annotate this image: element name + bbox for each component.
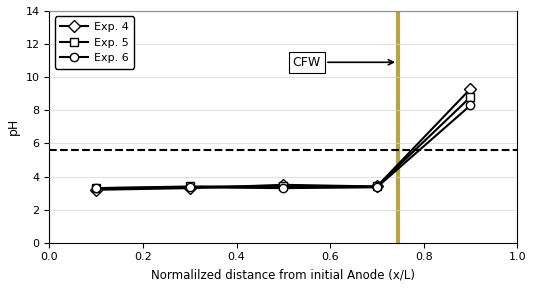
Line: Exp. 6: Exp. 6: [92, 101, 474, 192]
Exp. 6: [374, 185, 380, 189]
Legend: Exp. 4, Exp. 5, Exp. 6: Exp. 4, Exp. 5, Exp. 6: [55, 16, 134, 69]
Exp. 6: [93, 186, 99, 190]
Exp. 5: [280, 185, 287, 188]
Exp. 4: [93, 188, 99, 192]
Exp. 4: [280, 183, 287, 187]
Exp. 4: [374, 185, 380, 188]
Exp. 4: [467, 87, 474, 90]
Line: Exp. 4: Exp. 4: [92, 85, 474, 194]
Exp. 5: [374, 185, 380, 188]
Text: CFW: CFW: [293, 56, 393, 69]
Exp. 5: [467, 95, 474, 99]
Exp. 6: [467, 104, 474, 107]
Line: Exp. 5: Exp. 5: [92, 93, 474, 192]
Exp. 6: [280, 186, 287, 190]
Exp. 5: [187, 185, 193, 188]
Y-axis label: pH: pH: [7, 118, 20, 135]
Exp. 6: [187, 185, 193, 189]
Exp. 5: [93, 186, 99, 190]
Exp. 4: [187, 186, 193, 190]
X-axis label: Normalilzed distance from initial Anode (x/L): Normalilzed distance from initial Anode …: [151, 268, 415, 281]
